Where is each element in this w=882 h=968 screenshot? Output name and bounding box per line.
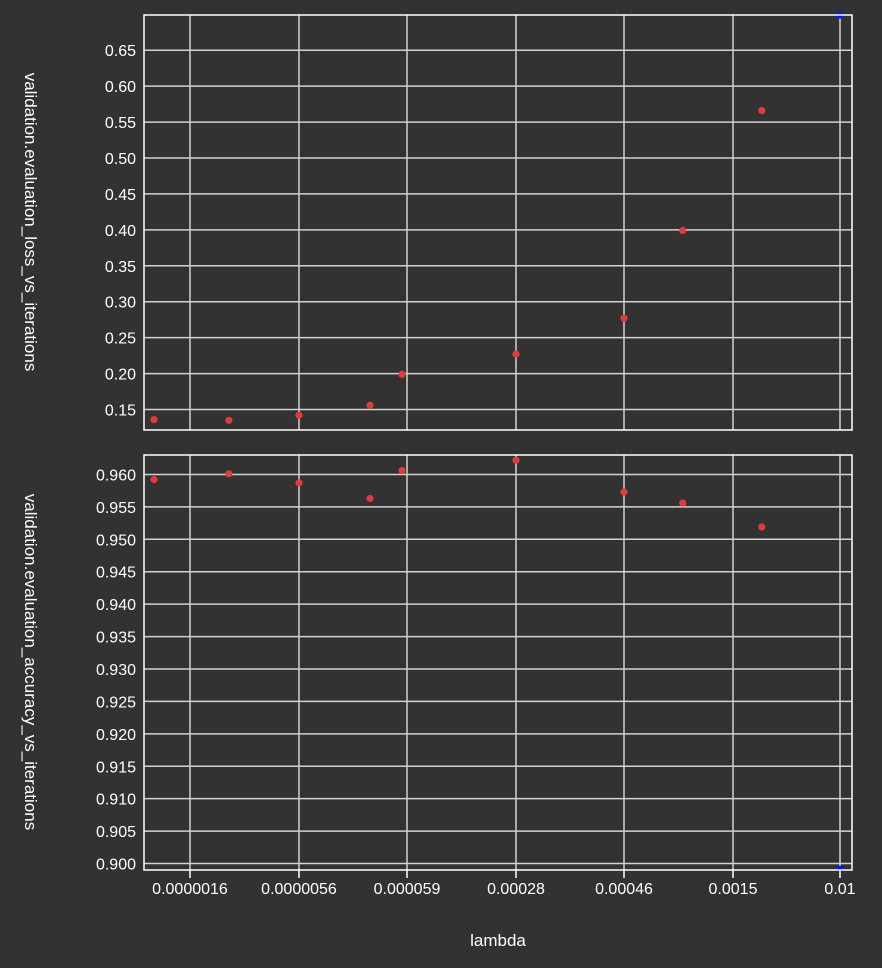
bottom-data-point	[620, 488, 628, 496]
x-tick-label: 0.01	[824, 881, 855, 898]
x-tick-label: 0.00028	[487, 881, 545, 898]
bottom-y-tick-label: 0.945	[96, 565, 136, 582]
bottom-y-tick-label: 0.930	[96, 662, 136, 679]
top-y-tick-label: 0.35	[105, 259, 136, 276]
top-y-tick-label: 0.40	[105, 223, 136, 240]
x-tick-label: 0.000059	[374, 881, 441, 898]
top-y-tick-label: 0.50	[105, 151, 136, 168]
bottom-y-tick-label: 0.910	[96, 792, 136, 809]
top-y-tick-label: 0.25	[105, 331, 136, 348]
bottom-data-point	[758, 523, 766, 531]
x-tick-label: 0.0000016	[152, 881, 228, 898]
bottom-panel-frame	[143, 454, 853, 871]
bottom-y-tick-label: 0.915	[96, 759, 136, 776]
bottom-points	[150, 456, 844, 873]
top-data-point	[225, 416, 233, 424]
x-tick-label: 0.00046	[595, 881, 653, 898]
top-y-tick-label: 0.20	[105, 367, 136, 384]
bottom-data-point	[225, 470, 233, 478]
top-panel: 0.15 0.20 0.25 0.30 0.35 0.40 0.45 0.50 0.55 0.60…	[21, 11, 853, 431]
top-data-point	[150, 415, 158, 424]
top-data-point	[758, 106, 766, 115]
bottom-data-point	[295, 479, 303, 487]
top-data-point	[295, 411, 303, 419]
x-tick-label: 0.0000056	[261, 881, 337, 898]
bottom-y-tick-label: 0.905	[96, 824, 136, 841]
top-data-point	[366, 401, 374, 409]
bottom-grid	[144, 455, 852, 870]
bottom-data-point	[366, 494, 374, 503]
top-panel-frame	[143, 14, 853, 431]
bottom-y-tick-label: 0.920	[96, 727, 136, 744]
top-y-tick-label: 0.55	[105, 115, 136, 132]
bottom-data-point	[150, 476, 158, 484]
top-data-point	[620, 314, 628, 322]
x-axis-label: lambda	[470, 931, 526, 950]
bottom-y-tick-label: 0.900	[96, 857, 136, 874]
bottom-y-tick-label: 0.925	[96, 694, 136, 711]
bottom-data-point	[398, 466, 406, 475]
bottom-y-tick-label: 0.935	[96, 630, 136, 647]
top-y-tick-label: 0.65	[105, 43, 136, 60]
x-tick-label: 0.0015	[709, 881, 758, 898]
bottom-y-axis-label: validation.evaluation_accuracy_vs_iterat…	[21, 494, 40, 830]
top-data-point	[679, 226, 687, 235]
bottom-y-tick-label: 0.955	[96, 500, 136, 517]
top-y-tick-label: 0.60	[105, 79, 136, 96]
top-y-tick-label: 0.30	[105, 295, 136, 312]
top-data-point	[512, 350, 520, 358]
bottom-data-point	[679, 499, 687, 507]
bottom-y-ticks: 0.900 0.905 0.910 0.915 0.920 0.925 0.930 0.935…	[96, 467, 136, 873]
top-points	[150, 11, 844, 424]
top-y-tick-label: 0.45	[105, 187, 136, 204]
bottom-y-tick-label: 0.940	[96, 597, 136, 614]
x-ticks: 0.0000016 0.0000056 0.000059 0.00028 0.00046…	[152, 870, 856, 898]
top-grid	[144, 15, 852, 430]
top-y-ticks: 0.15 0.20 0.25 0.30 0.35 0.40 0.45 0.50 0.55 0.60…	[105, 43, 136, 419]
top-data-point	[398, 370, 406, 378]
bottom-panel: 0.900 0.905 0.910 0.915 0.920 0.925 0.930 0.935…	[21, 454, 856, 950]
bottom-y-tick-label: 0.950	[96, 532, 136, 549]
top-y-tick-label: 0.15	[105, 403, 136, 420]
bottom-y-tick-label: 0.960	[96, 467, 136, 484]
bottom-data-point	[512, 456, 520, 464]
top-y-axis-label: validation.evaluation_loss_vs_iterations	[21, 73, 40, 372]
